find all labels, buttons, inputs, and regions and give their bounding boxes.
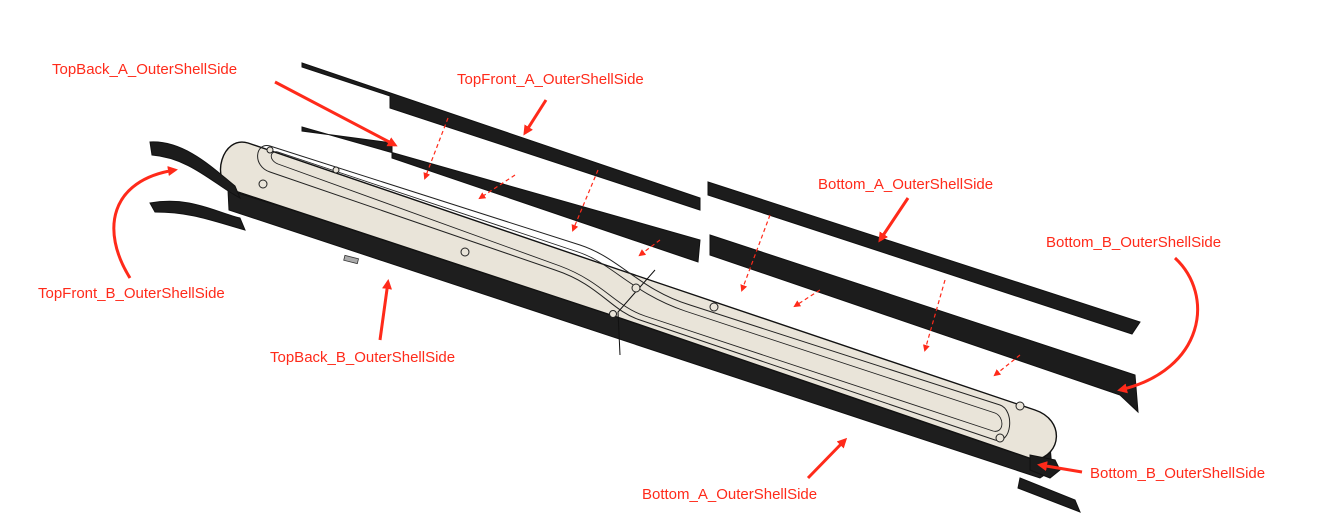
arrow-bottom-b-right [1117,256,1199,394]
label-top-back-b: TopBack_B_OuterShellSide [270,349,456,366]
label-top-back-a: TopBack_A_OuterShellSide [52,61,238,78]
label-top-front-b: TopFront_B_OuterShellSide [38,285,225,302]
arrow-top-back-b [378,279,392,341]
screw-holes [258,146,1025,443]
arrow-top-front-b [112,166,178,279]
shell-top-front-b [149,141,241,200]
shell-top-back-a [301,62,701,211]
label-bottom-b-right: Bottom_B_OuterShellSide [1046,234,1222,251]
label-bottom-a-upper: Bottom_A_OuterShellSide [818,176,994,193]
shell-top-front-a [301,126,701,263]
body-groove-inner [270,151,1003,432]
label-bottom-a-lower: Bottom_A_OuterShellSide [642,486,818,503]
shell-bottom-a-upper [707,181,1141,335]
shell-pieces [149,62,1141,513]
arrow-top-front-a [523,99,548,136]
arrow-bottom-b-lower [1037,461,1083,474]
body-groove-outer [257,145,1011,441]
arrow-top-back-a [274,80,398,147]
shell-bottom-b-upper [709,234,1139,414]
shell-bottom-lower-tail [1017,477,1081,513]
connector-slot [343,254,360,265]
callout-arrows [112,80,1199,480]
shell-top-back-b [149,200,246,231]
arrow-bottom-a-upper [878,197,910,243]
arrow-bottom-a-lower [806,437,848,480]
assembly-direction-arrows [423,117,1021,377]
body-split-line [617,269,656,356]
label-top-front-a: TopFront_A_OuterShellSide [457,71,644,88]
label-bottom-b-lower: Bottom_B_OuterShellSide [1090,465,1266,482]
